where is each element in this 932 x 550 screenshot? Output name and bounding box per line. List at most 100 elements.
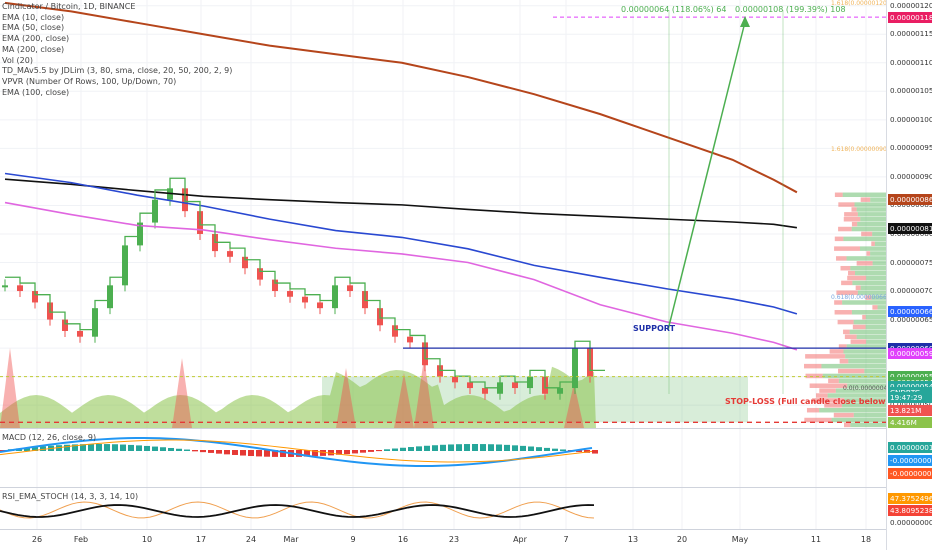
x-tick-label: 24 [245, 535, 257, 544]
vpvr-bar-down [806, 407, 820, 413]
macd-histogram-bar [312, 450, 318, 457]
macd-histogram-bar [400, 447, 406, 451]
legend-ema50: EMA (50, close) [2, 23, 65, 33]
vpvr-bar-up [842, 403, 886, 408]
fib-label-3: 0.618(0.00000066) [831, 294, 890, 301]
pane-separator-macd[interactable] [0, 428, 886, 429]
macd-histogram-bar [72, 444, 78, 451]
vpvr-bar-down [836, 256, 847, 261]
vpvr-bar-down [829, 349, 844, 354]
price-tag: 0.00000118 [888, 11, 932, 23]
macd-histogram-bar [160, 447, 166, 451]
candle-body [512, 382, 518, 389]
vpvr-bar-up [821, 363, 886, 369]
vpvr-bar-down [819, 388, 836, 393]
vpvr-bar-down [843, 329, 850, 335]
vpvr-bar-down [804, 363, 822, 369]
vpvr-bar-down [872, 305, 878, 310]
y-tick-label: 0.00000115 [890, 29, 932, 39]
vpvr-bar-up [857, 290, 886, 295]
chart-title: Cindicator / Bitcoin, 1D, BINANCE [2, 2, 136, 11]
macd-histogram-bar [32, 446, 38, 451]
legend-vpvr: VPVR (Number Of Rows, 100, Up/Down, 70) [2, 76, 177, 86]
legend-ema200: EMA (200, close) [2, 34, 70, 44]
candle-body [32, 291, 38, 303]
vpvr-bar-up [870, 197, 886, 202]
legend-td: TD_MAv5.5 by JDLim (3, 80, sma, close, 2… [2, 66, 233, 76]
vpvr-bar-down [838, 226, 852, 232]
volume-spike [172, 358, 192, 428]
volume-spike [414, 358, 434, 428]
legend-ema10: EMA (10, close) [2, 12, 65, 22]
vpvr-bar-down [834, 310, 852, 315]
projection-arrowhead [740, 16, 750, 27]
macd-histogram-bar [376, 450, 382, 452]
macd-tag: 0.00000001 [888, 442, 932, 453]
vpvr-bar-down [844, 422, 851, 428]
vpvr-bar-up [864, 368, 886, 374]
macd-histogram-bar [464, 444, 470, 451]
target2-label: 0.00000108 (199.39%) 108 [735, 5, 846, 14]
legend-ma200: MA (200, close) [2, 44, 65, 54]
macd-histogram-bar [184, 449, 190, 451]
y-tick-label: 0.00000070 [890, 286, 932, 296]
indicator-legend: Cindicator / Bitcoin, 1D, BINANCE EMA (1… [2, 2, 232, 98]
candle-body [452, 376, 458, 383]
vpvr-bar-up [853, 412, 886, 418]
x-tick-label: 23 [448, 535, 460, 544]
fib-label-4: 0.0(0.00000047) [843, 385, 894, 392]
vpvr-bar-up [819, 407, 886, 413]
macd-histogram-bar [64, 444, 70, 451]
x-tick-label: 10 [141, 535, 153, 544]
price-axis[interactable]: 0.00000120 0.00000115 0.00000110 0.00000105… [886, 0, 932, 550]
y-tick-label: 0.00000110 [890, 57, 932, 67]
macd-signal-line [0, 439, 593, 463]
macd-histogram-bar [128, 444, 134, 451]
candle-body [77, 330, 83, 337]
candle-body [17, 285, 23, 292]
vpvr-bar-down [809, 383, 848, 388]
volume-spike [0, 348, 20, 428]
vpvr-bar-up [860, 217, 886, 222]
macd-histogram-bar [264, 450, 270, 457]
macd-histogram-bar [104, 444, 110, 451]
macd-histogram-bar [360, 450, 366, 453]
candle-body [557, 388, 563, 394]
macd-histogram-bar [152, 446, 158, 451]
vpvr-bar-down [816, 393, 828, 398]
macd-histogram-bar [24, 447, 30, 451]
macd-histogram-bar [496, 444, 502, 451]
vpvr-bar-down [841, 280, 853, 286]
macd-histogram-bar [344, 450, 350, 455]
vpvr-bar-up [843, 349, 886, 354]
vpvr-bar-up [854, 202, 886, 207]
macd-histogram-bar [272, 450, 278, 457]
rsi-title: RSI_EMA_STOCH (14, 3, 3, 14, 10) [2, 492, 139, 501]
ema10-step-line [5, 177, 605, 389]
macd-histogram-bar [408, 447, 414, 451]
macd-histogram-bar [304, 450, 310, 457]
macd-histogram-bar [416, 446, 422, 451]
candle-body [2, 285, 8, 288]
volume-tag: 4.416M [888, 417, 932, 428]
vpvr-bar-up [827, 393, 886, 398]
vpvr-bar-up [866, 275, 886, 281]
macd-histogram-bar [536, 447, 542, 451]
price-tag: 0.00000081 [888, 222, 932, 234]
pane-separator-rsi[interactable] [0, 487, 886, 488]
macd-histogram-bar [200, 450, 206, 453]
vpvr-bar-down [805, 354, 846, 359]
vpvr-bar-up [844, 398, 886, 403]
rsi-tag: 47.37524969 [888, 493, 932, 504]
vpvr-bar-up [856, 207, 886, 212]
vpvr-bar-down [851, 221, 858, 227]
vpvr-bar-down [839, 358, 849, 364]
fib-label-2: 1.618(0.00000090) [831, 146, 890, 153]
macd-histogram-bar [248, 450, 254, 457]
macd-histogram-bar [528, 446, 534, 451]
macd-histogram-bar [192, 450, 198, 452]
macd-histogram-bar [88, 444, 94, 451]
vpvr-bar-up [865, 324, 886, 330]
vpvr-bar-down [840, 265, 851, 271]
